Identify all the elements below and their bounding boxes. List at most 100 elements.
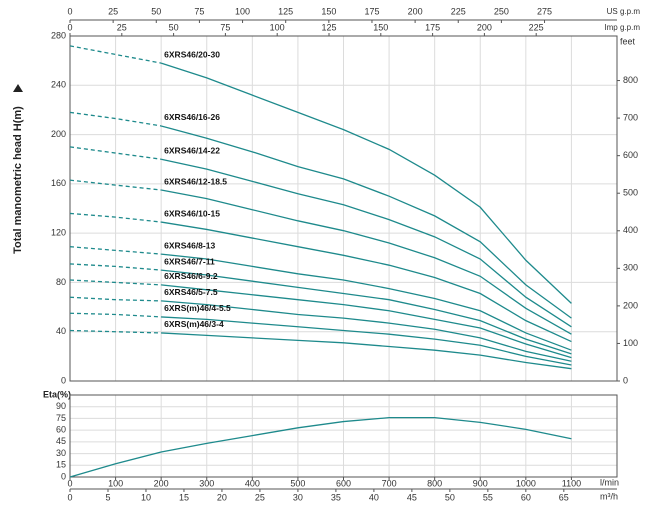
x2-tick-label: 25: [255, 492, 265, 502]
top-tick-label: 225: [529, 22, 544, 32]
x2-tick-label: 30: [293, 492, 303, 502]
y-tick-label: 40: [56, 326, 66, 336]
curve-dashed: [69, 263, 162, 271]
curve: [161, 189, 572, 335]
top-tick-label: 125: [321, 22, 336, 32]
x-tick-label: 0: [67, 478, 72, 488]
curve: [161, 316, 572, 366]
curve-dashed: [69, 246, 162, 255]
curve: [161, 284, 572, 359]
curve-label: 6XRS46/20-30: [164, 49, 220, 59]
x2-axis-label: m³/h: [600, 491, 618, 501]
curve-dashed: [69, 179, 162, 191]
x2-tick-label: 15: [179, 492, 189, 502]
top-tick-label: 200: [408, 6, 423, 16]
axis-arrow: [13, 84, 23, 92]
top-tick-label: 75: [194, 6, 204, 16]
top-tick-label: 150: [373, 22, 388, 32]
y-tick-label: 30: [56, 448, 66, 458]
x-tick-label: 100: [108, 478, 123, 488]
y-tick-label: 0: [61, 471, 66, 481]
curve-label: 6XRS(m)46/3-4: [164, 319, 224, 329]
y2-tick-label: 0: [623, 375, 628, 385]
top-tick-label: 25: [117, 22, 127, 32]
x-tick-label: 900: [473, 478, 488, 488]
top-tick-label: 100: [270, 22, 285, 32]
top-tick-label: 25: [108, 6, 118, 16]
curve: [161, 332, 572, 370]
top-axis-label: Imp g.p.m: [604, 23, 640, 32]
plot-frame: [69, 35, 618, 382]
y2-tick-label: 700: [623, 112, 638, 122]
top-tick-label: 225: [451, 6, 466, 16]
y-axis-label: Total manometric head H(m): [12, 106, 24, 254]
top-tick-label: 175: [425, 22, 440, 32]
curve-label: 6XRS46/8-13: [164, 240, 215, 250]
curve: [160, 62, 572, 304]
top-axis-label: US g.p.m: [607, 7, 641, 16]
x-tick-label: 400: [245, 478, 260, 488]
top-tick-label: 75: [220, 22, 230, 32]
curve-label: 6XRS46/14-22: [164, 145, 220, 155]
curve-dashed: [69, 329, 162, 334]
top-tick-label: 50: [151, 6, 161, 16]
curve: [161, 253, 572, 351]
x2-tick-label: 0: [67, 492, 72, 502]
y-tick-label: 60: [56, 425, 66, 435]
x-tick-label: 700: [382, 478, 397, 488]
curve-label: 6XRS46/12-18.5: [164, 176, 227, 186]
curve-dashed: [69, 296, 162, 302]
curve-dashed: [69, 111, 162, 127]
y2-tick-label: 200: [623, 300, 638, 310]
x-tick-label: 1100: [562, 478, 581, 488]
y2-tick-label: 500: [623, 188, 638, 198]
y-tick-label: 90: [56, 401, 66, 411]
y2-tick-label: 400: [623, 225, 638, 235]
efficiency-curve: [69, 416, 572, 478]
top-tick-label: 275: [537, 6, 552, 16]
x2-tick-label: 60: [521, 492, 531, 502]
y-tick-label: 240: [51, 80, 66, 90]
eta-label: Eta(%): [43, 389, 71, 399]
x2-tick-label: 10: [141, 492, 151, 502]
y2-tick-label: 300: [623, 263, 638, 273]
top-tick-label: 50: [169, 22, 179, 32]
y-tick-label: 45: [56, 436, 66, 446]
x2-tick-label: 20: [217, 492, 227, 502]
y2-tick-label: 800: [623, 75, 638, 85]
top-tick-label: 125: [278, 6, 293, 16]
curve-dashed: [69, 45, 162, 64]
y2-tick-label: 100: [623, 338, 638, 348]
y-tick-label: 75: [56, 413, 66, 423]
curve-dashed: [69, 146, 162, 160]
x-tick-label: 1000: [516, 478, 536, 488]
curve-label: 6XRS46/6-9.2: [164, 271, 218, 281]
curve-label: 6XRS(m)46/4-5.5: [164, 303, 231, 313]
y2-axis-label: feet: [620, 36, 636, 46]
curve: [161, 221, 572, 343]
curve: [160, 125, 572, 319]
curve-label: 6XRS46/7-11: [164, 256, 215, 266]
x2-tick-label: 35: [331, 492, 341, 502]
x2-tick-label: 55: [483, 492, 493, 502]
y-tick-label: 200: [51, 129, 66, 139]
y2-tick-label: 600: [623, 150, 638, 160]
x-tick-label: 600: [336, 478, 351, 488]
x2-tick-label: 50: [445, 492, 455, 502]
curve-label: 6XRS46/16-26: [164, 112, 220, 122]
x-axis-label: l/min: [600, 477, 619, 487]
x2-tick-label: 45: [407, 492, 417, 502]
x2-tick-label: 5: [105, 492, 110, 502]
x-tick-label: 300: [199, 478, 214, 488]
y-tick-label: 120: [51, 228, 66, 238]
top-tick-label: 0: [67, 22, 72, 32]
top-tick-label: 250: [494, 6, 509, 16]
x-tick-label: 500: [290, 478, 305, 488]
y-tick-label: 160: [51, 178, 66, 188]
x2-tick-label: 65: [559, 492, 569, 502]
top-tick-label: 200: [477, 22, 492, 32]
curve-dashed: [69, 212, 162, 223]
top-tick-label: 175: [364, 6, 379, 16]
curve-dashed: [69, 279, 162, 286]
